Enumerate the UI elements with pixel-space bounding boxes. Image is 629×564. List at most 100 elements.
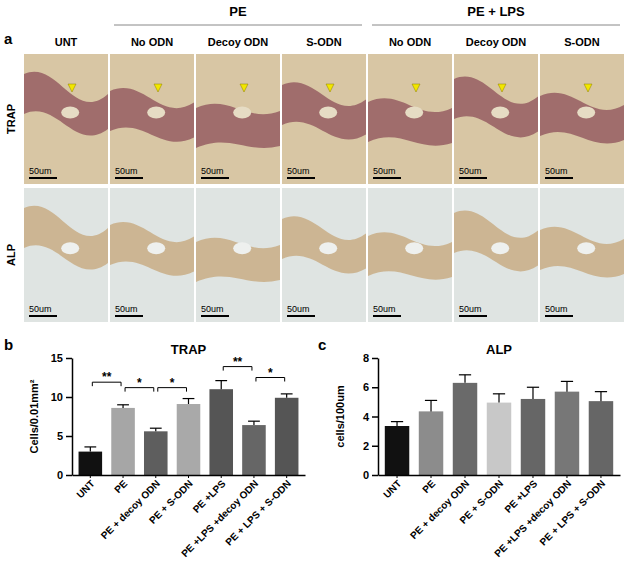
tick-label: PE + decoy ODN (408, 478, 471, 541)
tick: PE + decoy ODN (99, 475, 162, 541)
tick: PE (112, 475, 129, 495)
micrograph: 50um (24, 54, 108, 184)
column-label: Decoy ODN (208, 36, 269, 48)
error-cap (425, 400, 437, 401)
micrograph-background (282, 54, 366, 184)
tissue-band (282, 82, 366, 139)
micrograph-background (282, 188, 366, 322)
tick-mark (66, 397, 72, 399)
group-label: PE (229, 4, 247, 19)
scale-bar-label: 50um (201, 166, 224, 176)
tissue-band (368, 232, 452, 279)
tick-mark (66, 358, 72, 360)
tissue-hole (491, 107, 509, 119)
tick-mark (465, 475, 466, 478)
tick-mark (253, 475, 254, 478)
tissue-hole (405, 242, 423, 254)
micrograph-background (454, 54, 538, 184)
tick: PE + decoy ODN (408, 475, 471, 541)
arrowhead (68, 84, 76, 92)
micrograph: 50um (368, 188, 452, 322)
micrograph: 50um (454, 188, 538, 322)
x-axis: UNTPEPE + decoy ODNPE + S-ODNPE +LPSPE +… (379, 475, 621, 559)
panel-label: c (318, 336, 326, 353)
tick-mark (286, 475, 287, 478)
arrowhead (154, 84, 162, 92)
error-cap (459, 374, 471, 375)
tissue-hole (61, 107, 79, 119)
error-bar (425, 400, 437, 411)
error-stem (221, 381, 222, 390)
plot-area (385, 375, 613, 475)
scale-bar-label: 50um (201, 304, 224, 314)
tick: 5 (57, 430, 72, 442)
tick: PE + S-ODN (457, 475, 505, 526)
tissue-band (24, 206, 108, 270)
chart-title: ALP (486, 342, 512, 357)
scale-bar-label: 50um (545, 304, 568, 314)
error-stem (464, 375, 465, 383)
error-bar (183, 399, 195, 404)
micrograph: 50um (24, 188, 108, 322)
micrograph-background (454, 188, 538, 322)
error-bar (561, 381, 573, 391)
error-bar (459, 375, 471, 383)
tissue-band (196, 238, 280, 282)
error-cap (150, 428, 162, 429)
tissue-band (24, 72, 108, 136)
error-cap (281, 393, 293, 394)
tick-mark (372, 387, 378, 389)
tissue-band (540, 227, 624, 278)
bar (521, 399, 545, 475)
micrograph: 50um (454, 54, 538, 184)
error-cap (527, 387, 539, 388)
micrograph: 50um (540, 54, 624, 184)
arrowhead (326, 84, 334, 92)
tick-mark (90, 475, 91, 478)
tick-mark (155, 475, 156, 478)
error-cap (391, 421, 403, 422)
error-stem (498, 394, 499, 403)
y-axis-title: cells/100um (334, 385, 346, 448)
tick: 8 (363, 352, 378, 364)
y-axis: 02468 (363, 352, 379, 481)
tick: 4 (363, 411, 378, 423)
tick: PE + LPS + S-ODN (223, 475, 293, 548)
tick-label: 6 (363, 381, 369, 393)
micrograph: 50um (368, 54, 452, 184)
plot-area (79, 381, 299, 475)
tick-mark (66, 436, 72, 438)
scale-bar-label: 50um (115, 304, 138, 314)
scale-bar (287, 177, 315, 179)
axis-line (72, 359, 74, 476)
tick: PE + S-ODN (147, 475, 195, 526)
micrograph-background (540, 54, 624, 184)
bar (79, 452, 103, 475)
micrograph-background (368, 188, 452, 322)
significance-label: * (268, 366, 273, 380)
scale-bar (545, 177, 573, 179)
micrograph-background (24, 54, 108, 184)
error-cap (561, 381, 573, 382)
error-stem (396, 422, 397, 426)
scale-bar (29, 315, 57, 317)
error-stem (566, 381, 567, 391)
error-bar (117, 405, 129, 408)
significance-label: * (137, 376, 142, 390)
group-rule (372, 25, 620, 26)
micrograph-background (196, 188, 280, 322)
tick-label: UNT (74, 478, 96, 500)
scale-bar (287, 315, 315, 317)
bar (555, 392, 579, 475)
panel-a: aPEPE + LPSUNTNo ODNDecoy ODNS-ODNNo ODN… (4, 4, 624, 322)
micrograph-background (540, 188, 624, 322)
tick-label: 2 (363, 440, 369, 452)
scale-bar (115, 315, 143, 317)
error-bar (215, 381, 227, 390)
arrowhead (412, 84, 420, 92)
tissue-band (196, 104, 280, 148)
error-cap (84, 446, 96, 447)
scale-bar (201, 177, 229, 179)
tissue-hole (147, 107, 165, 119)
scale-bar-label: 50um (459, 304, 482, 314)
